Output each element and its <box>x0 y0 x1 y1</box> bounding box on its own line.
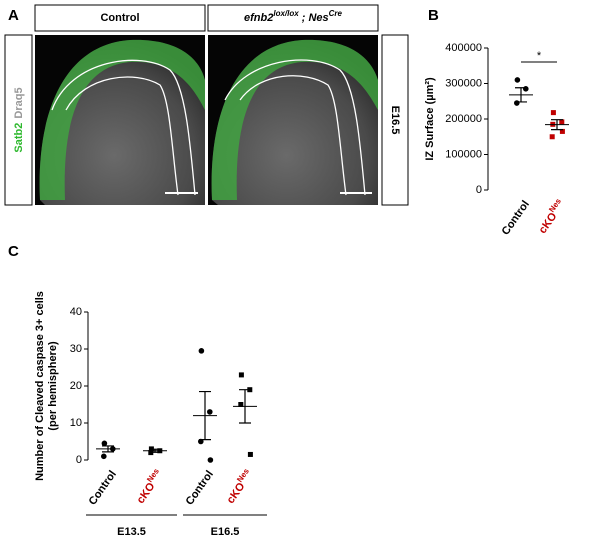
error-bar <box>199 390 211 441</box>
stage-label: E13.5 <box>117 526 146 538</box>
y-tick-label: 20 <box>70 380 82 392</box>
x-tick-label: cKONes <box>132 466 166 505</box>
error-bar <box>102 445 114 453</box>
header-label: efnb2lox/lox ; NesCre <box>244 9 343 24</box>
data-point <box>238 402 244 407</box>
data-point <box>198 348 205 354</box>
data-point <box>559 119 565 125</box>
data-point <box>247 451 253 457</box>
error-bar <box>515 87 527 103</box>
error-bar <box>149 448 161 453</box>
x-tick-label: Control <box>87 469 119 508</box>
category-name: Control <box>500 199 532 238</box>
data-point <box>101 453 107 460</box>
x-tick-label: Control <box>500 199 532 238</box>
data-point <box>559 128 565 134</box>
data-point <box>523 86 529 92</box>
y-axis-label: IZ Surface (µm²) <box>424 77 436 161</box>
category-sup: Nes <box>547 196 563 214</box>
category-sup: Nes <box>145 466 161 484</box>
category-name: cKO <box>225 480 248 506</box>
data-point <box>207 457 214 463</box>
panel-label: C <box>8 243 19 260</box>
data-point <box>514 100 520 106</box>
y-tick-label: 200000 <box>445 113 482 125</box>
micrograph <box>208 35 378 206</box>
significance-label: * <box>537 50 542 62</box>
data-point <box>549 134 555 140</box>
y-tick-label: 0 <box>76 454 82 466</box>
y-tick-label: 0 <box>476 184 482 196</box>
category-name: Control <box>87 469 119 508</box>
side-box <box>381 34 409 206</box>
x-tick-label: cKONes <box>534 196 568 235</box>
header-box <box>207 4 379 32</box>
y-tick-label: 400000 <box>445 42 482 54</box>
data-point <box>238 372 244 378</box>
error-bar <box>239 389 251 424</box>
data-point <box>207 409 213 415</box>
y-tick-label: 40 <box>70 306 82 318</box>
data-point <box>101 440 108 447</box>
side-box <box>4 34 33 206</box>
y-axis-label: (per hemisphere) <box>47 341 59 431</box>
panel-label: A <box>8 7 19 24</box>
header-label: Control <box>100 12 139 24</box>
stage-label: E16.5 <box>211 526 240 538</box>
y-tick-label: 300000 <box>445 77 482 89</box>
stain-label: Satb2Draq5 <box>13 87 25 152</box>
panel-label: B <box>428 7 439 24</box>
category-name: Control <box>184 469 216 508</box>
data-point <box>514 77 521 83</box>
y-axis-label: Number of Cleaved caspase 3+ cells <box>34 291 46 481</box>
micrograph <box>35 35 205 206</box>
x-tick-label: cKONes <box>222 466 256 505</box>
category-name: cKO <box>537 210 560 236</box>
category-sup: Nes <box>235 466 251 484</box>
x-tick-label: Control <box>184 469 216 508</box>
data-point <box>550 110 556 116</box>
category-name: cKO <box>135 480 158 506</box>
y-tick-label: 10 <box>70 417 82 429</box>
stage-label: E16.5 <box>389 106 401 135</box>
y-tick-label: 100000 <box>445 148 482 160</box>
y-tick-label: 30 <box>70 343 82 355</box>
header-box <box>34 4 206 32</box>
error-bar <box>551 119 563 131</box>
